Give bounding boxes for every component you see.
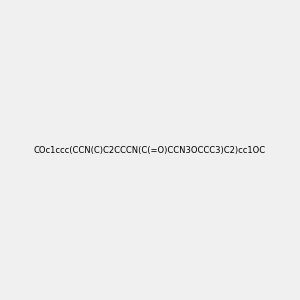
Text: COc1ccc(CCN(C)C2CCCN(C(=O)CCN3OCCC3)C2)cc1OC: COc1ccc(CCN(C)C2CCCN(C(=O)CCN3OCCC3)C2)c… bbox=[34, 146, 266, 154]
